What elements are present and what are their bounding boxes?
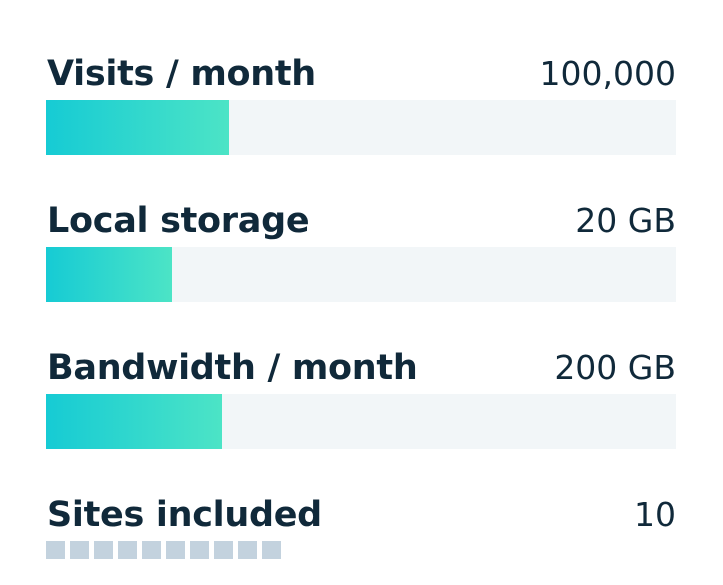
metric-label: Visits / month — [47, 54, 316, 94]
metric-label: Local storage — [47, 201, 310, 241]
site-square — [238, 541, 257, 559]
metric-label: Bandwidth / month — [47, 348, 418, 388]
metric-value: 10 — [634, 495, 676, 534]
site-square — [70, 541, 89, 559]
site-square — [94, 541, 113, 559]
metric-value: 20 GB — [575, 201, 676, 240]
sites-indicator — [46, 541, 676, 559]
site-square — [142, 541, 161, 559]
metric-header: Local storage 20 GB — [46, 193, 676, 241]
metric-bandwidth: Bandwidth / month 200 GB — [46, 340, 676, 449]
progress-fill — [46, 100, 229, 155]
metric-header: Sites included 10 — [46, 487, 676, 535]
metric-local-storage: Local storage 20 GB — [46, 193, 676, 302]
metric-header: Bandwidth / month 200 GB — [46, 340, 676, 388]
metric-label: Sites included — [47, 495, 322, 535]
metric-value: 200 GB — [554, 348, 676, 387]
site-square — [166, 541, 185, 559]
metric-value: 100,000 — [539, 54, 676, 93]
progress-track — [46, 247, 676, 302]
metric-sites-included: Sites included 10 — [46, 487, 676, 559]
progress-track — [46, 394, 676, 449]
site-square — [214, 541, 233, 559]
site-square — [118, 541, 137, 559]
metric-visits: Visits / month 100,000 — [46, 46, 676, 155]
site-square — [262, 541, 281, 559]
progress-fill — [46, 394, 223, 449]
metric-header: Visits / month 100,000 — [46, 46, 676, 94]
progress-fill — [46, 247, 172, 302]
site-square — [190, 541, 209, 559]
progress-track — [46, 100, 676, 155]
site-square — [46, 541, 65, 559]
